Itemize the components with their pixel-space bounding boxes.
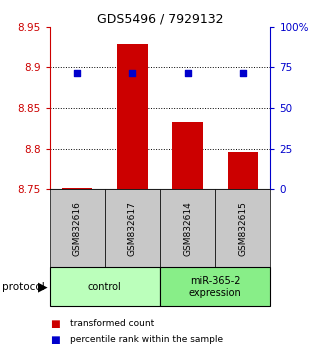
Bar xyxy=(172,122,203,189)
Text: GSM832615: GSM832615 xyxy=(238,201,247,256)
Text: GSM832616: GSM832616 xyxy=(73,201,82,256)
Text: percentile rank within the sample: percentile rank within the sample xyxy=(70,335,224,344)
Text: GDS5496 / 7929132: GDS5496 / 7929132 xyxy=(97,12,223,25)
Text: ▶: ▶ xyxy=(38,280,48,293)
Bar xyxy=(117,45,148,189)
Point xyxy=(130,70,135,76)
Text: ■: ■ xyxy=(50,319,59,329)
Point xyxy=(240,70,245,76)
Text: GSM832614: GSM832614 xyxy=(183,201,192,256)
Bar xyxy=(62,188,92,189)
Text: GSM832617: GSM832617 xyxy=(128,201,137,256)
Text: transformed count: transformed count xyxy=(70,319,155,329)
Text: ■: ■ xyxy=(50,335,59,345)
Text: protocol: protocol xyxy=(2,282,44,292)
Text: miR-365-2
expression: miR-365-2 expression xyxy=(189,276,242,298)
Point xyxy=(75,70,80,76)
Text: control: control xyxy=(88,282,122,292)
Point xyxy=(185,70,190,76)
Bar xyxy=(228,152,258,189)
